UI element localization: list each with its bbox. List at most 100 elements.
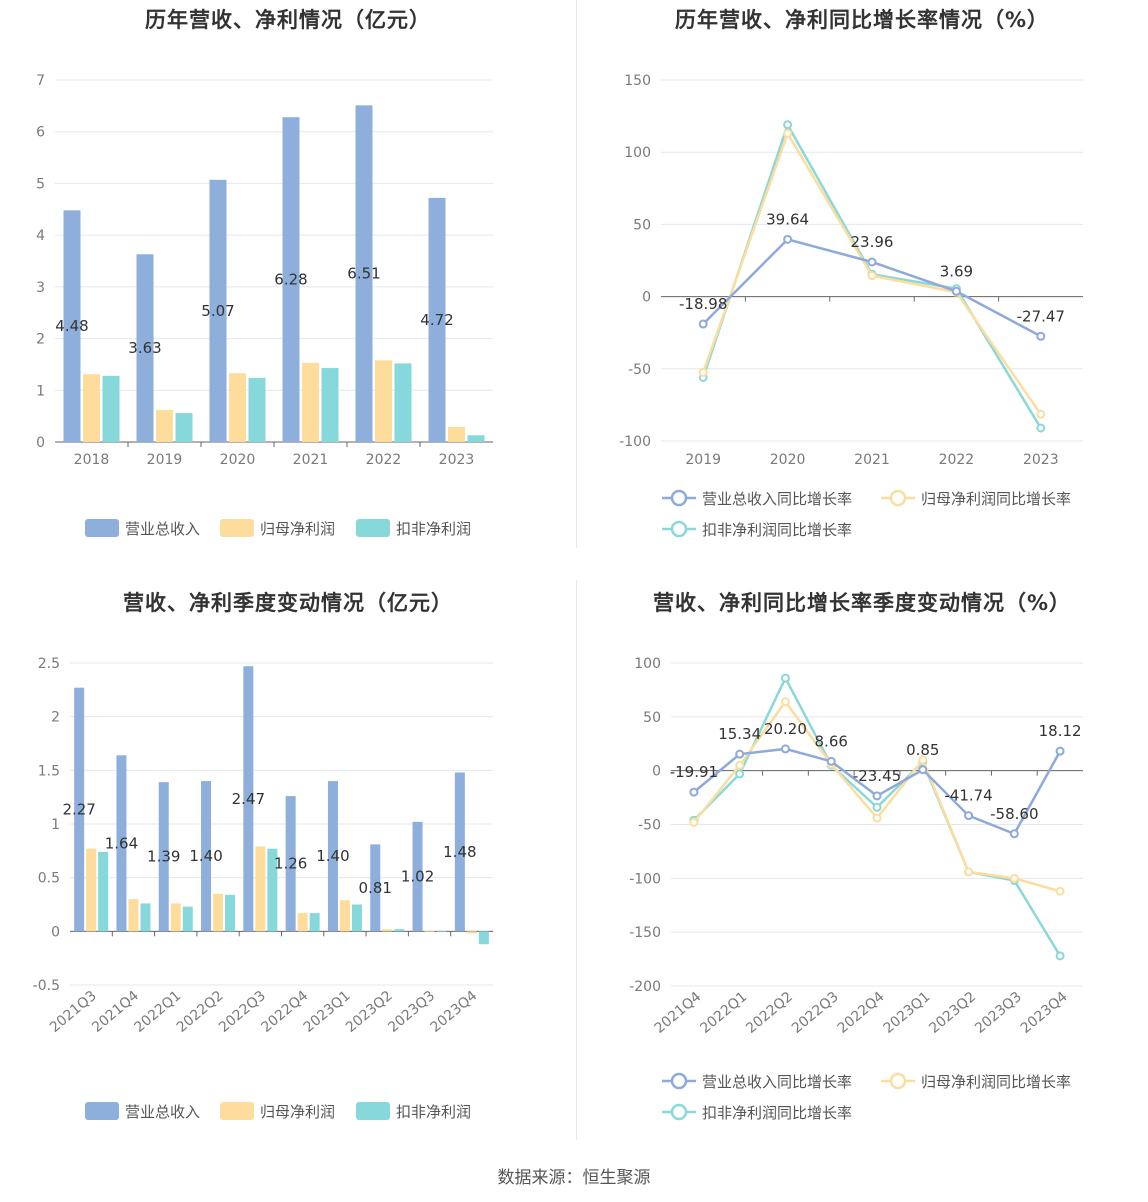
data-label: 4.48 (55, 317, 88, 335)
bar-net-profit (170, 903, 181, 932)
chart-canvas: -200-150-100-500501002021Q42022Q12022Q22… (629, 656, 1083, 1122)
bar-net-profit (86, 848, 97, 932)
chart-canvas: 0 1 2 3 4 5 6 7 4.48 2018 3.63 2019 5.07 2020 6.28 2021… (36, 73, 493, 538)
legend-swatch (356, 519, 390, 537)
x-tick-label: 2022Q1 (131, 988, 184, 1036)
x-tick-label: 2021 (854, 452, 890, 468)
bar-net-profit (128, 899, 139, 932)
y-tick-label: -50 (628, 362, 651, 378)
bar-deducted-profit (267, 848, 278, 932)
data-point (872, 791, 882, 801)
x-tick-label: 2023Q4 (428, 988, 481, 1036)
y-tick-label: 2.5 (38, 656, 60, 672)
data-label: -23.45 (853, 767, 901, 785)
data-label: 1.26 (274, 855, 307, 873)
data-label: -19.91 (670, 763, 718, 781)
bar-deducted-profit (175, 413, 193, 442)
data-point (918, 765, 928, 775)
data-point (689, 817, 699, 827)
data-point (698, 367, 708, 377)
data-point (1055, 951, 1065, 961)
chart-canvas: -100 -50 0 50 100 150 2019 2020 2021 2022 2023 -18.… (619, 73, 1083, 539)
bar-revenue (454, 772, 465, 932)
data-label: 1.39 (147, 848, 180, 866)
data-source-note: 数据来源：恒生聚源 (497, 1168, 651, 1188)
y-tick-label: -150 (629, 925, 661, 941)
data-point (1055, 886, 1065, 896)
legend-marker (670, 489, 688, 507)
bar-revenue (370, 844, 381, 932)
y-tick-label: 0 (652, 764, 661, 780)
bar-revenue (412, 821, 423, 932)
y-tick-label: 2 (51, 710, 60, 726)
data-point (872, 813, 882, 823)
y-tick-label: 6 (36, 125, 45, 141)
quarterly-growth-rate-chart: 营收、净利同比增长率季度变动情况（%） -200 -150 -100 -50 0 50 10… (576, 583, 1148, 1143)
bar-deducted-profit (102, 375, 120, 442)
data-label: -58.60 (990, 805, 1038, 823)
chart-title: 营收、净利同比增长率季度变动情况（%） (652, 591, 1072, 615)
data-point (783, 128, 793, 138)
panel-divider-bottom (576, 580, 577, 1140)
data-label: -18.98 (679, 295, 727, 313)
y-tick-label: 5 (36, 176, 45, 192)
data-point (1036, 423, 1046, 433)
chart-title: 营收、净利季度变动情况（亿元） (123, 591, 453, 615)
y-tick-label: -100 (619, 434, 651, 450)
x-tick-label: 2023Q4 (1018, 989, 1071, 1037)
bar-net-profit (213, 893, 224, 932)
data-point (735, 769, 745, 779)
legend-label: 归母净利润同比增长率 (921, 1073, 1071, 1091)
bar-revenue (285, 796, 296, 932)
y-tick-label: -100 (629, 871, 661, 887)
legend-swatch (85, 519, 119, 537)
bar-revenue (282, 117, 300, 442)
data-point (867, 271, 877, 281)
legend-label: 营业总收入 (125, 520, 200, 538)
x-tick-label: 2021 (293, 452, 329, 468)
data-point (689, 787, 699, 797)
data-label: 2.47 (232, 790, 265, 808)
data-label: 5.07 (201, 302, 234, 320)
data-point (867, 257, 877, 267)
data-label: 1.02 (401, 868, 434, 886)
x-tick-label: 2023Q3 (385, 988, 438, 1036)
data-point (783, 120, 793, 130)
x-tick-label: 2022Q1 (697, 989, 750, 1037)
data-point (780, 673, 790, 683)
data-label: 6.51 (347, 265, 380, 283)
x-tick-label: 2019 (685, 452, 721, 468)
data-label: 2.27 (62, 801, 95, 819)
legend-marker (670, 1072, 688, 1090)
bar-net-profit (375, 360, 392, 442)
data-label: 1.48 (443, 843, 476, 861)
data-label: -27.47 (1017, 307, 1065, 325)
bar-net-profit (339, 900, 350, 932)
y-tick-label: 0.5 (38, 871, 60, 887)
x-tick-label: 2023Q1 (301, 988, 354, 1036)
bar-revenue (74, 687, 85, 932)
bar-revenue (355, 105, 373, 442)
data-point (735, 760, 745, 770)
data-point (872, 802, 882, 812)
x-tick-label: 2022Q4 (258, 988, 311, 1036)
x-tick-label: 2020 (220, 452, 256, 468)
bar-revenue (63, 210, 81, 442)
bar-net-profit (466, 931, 477, 934)
legend-label: 归母净利润 (260, 520, 335, 538)
x-tick-label: 2022Q3 (789, 989, 842, 1037)
bar-net-profit (448, 427, 465, 442)
data-label: 4.72 (420, 311, 453, 329)
data-label: 1.40 (189, 847, 222, 865)
bar-net-profit (297, 913, 308, 932)
data-point (1036, 409, 1046, 419)
bar-deducted-profit (248, 377, 266, 442)
bar-revenue (158, 782, 169, 932)
x-tick-label: 2023 (439, 452, 475, 468)
y-tick-label: 1.5 (38, 763, 60, 779)
bar-deducted-profit (436, 930, 447, 932)
data-point (918, 755, 928, 765)
y-tick-label: 0 (642, 290, 651, 306)
data-label: 0.81 (359, 879, 392, 897)
y-tick-label: 1 (51, 817, 60, 833)
